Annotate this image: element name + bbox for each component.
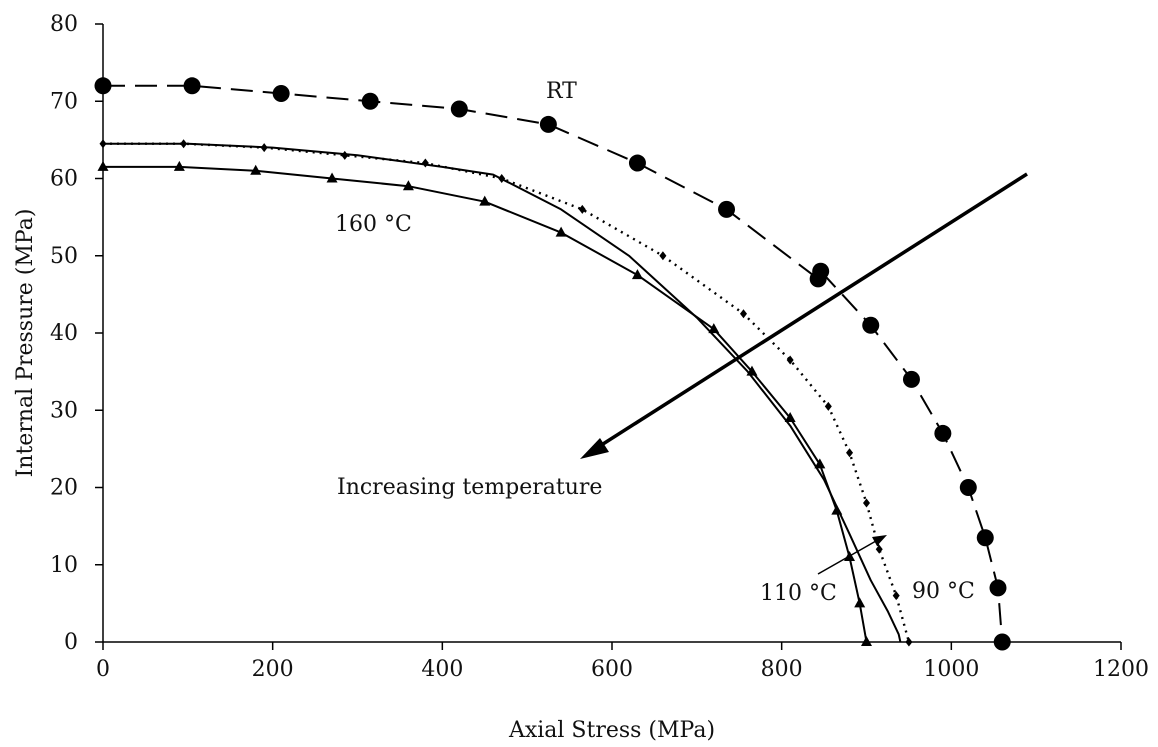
y-tick-label: 30 xyxy=(50,398,78,423)
y-tick-label: 20 xyxy=(50,476,78,501)
data-point-rt xyxy=(450,100,468,118)
data-point-rt xyxy=(989,579,1007,597)
label-160c: 160 °C xyxy=(335,212,412,237)
data-point-90-c xyxy=(659,251,667,261)
data-point-160-c xyxy=(708,323,720,334)
data-point-90-c xyxy=(846,448,854,458)
data-point-160-c xyxy=(173,160,185,171)
data-point-rt xyxy=(993,633,1011,651)
data-point-160-c xyxy=(831,504,843,515)
increasing-temperature-arrowhead xyxy=(580,438,609,459)
series-line-90-c xyxy=(103,142,911,643)
data-point-rt xyxy=(959,479,977,496)
label-110c: 110 °C xyxy=(760,581,837,606)
data-point-160-c xyxy=(814,458,826,469)
data-point-90-c xyxy=(786,355,794,365)
data-point-rt xyxy=(812,262,830,280)
data-point-rt xyxy=(94,77,112,95)
data-point-90-c xyxy=(863,498,870,508)
data-point-90-c xyxy=(875,544,883,554)
data-point-rt xyxy=(628,154,646,172)
data-point-160-c xyxy=(250,164,262,175)
label-90c: 90 °C xyxy=(912,579,975,604)
label-rt: RT xyxy=(546,79,577,104)
data-point-90-c xyxy=(421,158,429,168)
y-tick-label: 70 xyxy=(50,89,78,114)
y-tick-label: 0 xyxy=(64,630,78,655)
data-point-160-c xyxy=(479,195,491,206)
x-tick-label: 0 xyxy=(96,657,110,682)
data-point-160-c xyxy=(97,160,109,171)
label-increasing-temperature: Increasing temperature xyxy=(337,475,602,500)
y-tick-label: 60 xyxy=(50,167,78,192)
series-line-160-c xyxy=(103,165,868,643)
x-tick-label: 400 xyxy=(421,657,463,682)
data-point-rt xyxy=(183,77,201,95)
data-point-160-c xyxy=(555,226,567,237)
data-point-160-c xyxy=(326,172,338,183)
x-tick-label: 1000 xyxy=(923,657,979,682)
data-point-rt xyxy=(539,115,557,133)
y-tick-label: 80 xyxy=(50,12,78,37)
y-tick-label: 50 xyxy=(50,244,78,269)
x-tick-label: 1200 xyxy=(1093,657,1149,682)
data-point-160-c xyxy=(402,180,414,191)
data-point-rt xyxy=(862,316,880,334)
data-point-rt xyxy=(361,92,379,110)
plot-area: 0 200 400 600 800 1000 1200 0 10 20 30 40 50 60 70 80 xyxy=(50,12,1149,682)
data-point-160-c xyxy=(784,411,796,422)
data-point-160-c xyxy=(631,269,643,280)
y-axis-title: Internal Pressure (MPa) xyxy=(13,209,38,478)
data-point-90-c xyxy=(905,637,913,647)
x-tick-label: 600 xyxy=(591,657,633,682)
data-point-rt xyxy=(934,424,952,442)
data-point-90-c xyxy=(578,204,586,214)
data-point-160-c xyxy=(854,597,866,608)
data-point-90-c xyxy=(739,309,747,319)
x-tick-label: 800 xyxy=(761,657,803,682)
increasing-temperature-arrow xyxy=(591,172,1028,453)
data-point-160-c xyxy=(746,365,758,376)
x-tick-label: 200 xyxy=(252,657,294,682)
x-axis-title: Axial Stress (MPa) xyxy=(508,718,715,743)
data-point-90-c xyxy=(824,401,832,411)
data-point-rt xyxy=(272,85,290,103)
data-point-rt xyxy=(718,200,736,218)
y-tick-label: 40 xyxy=(50,321,78,346)
series-line-110-c xyxy=(103,142,902,643)
data-point-rt xyxy=(902,370,920,388)
data-point-90-c xyxy=(892,591,900,601)
series-line-rt xyxy=(103,84,1004,643)
y-tick-label: 10 xyxy=(50,553,78,578)
label-110c-pointer-head xyxy=(872,535,887,546)
data-point-160-c xyxy=(861,636,872,646)
data-point-rt xyxy=(976,529,994,547)
label-110c-pointer xyxy=(817,540,877,575)
